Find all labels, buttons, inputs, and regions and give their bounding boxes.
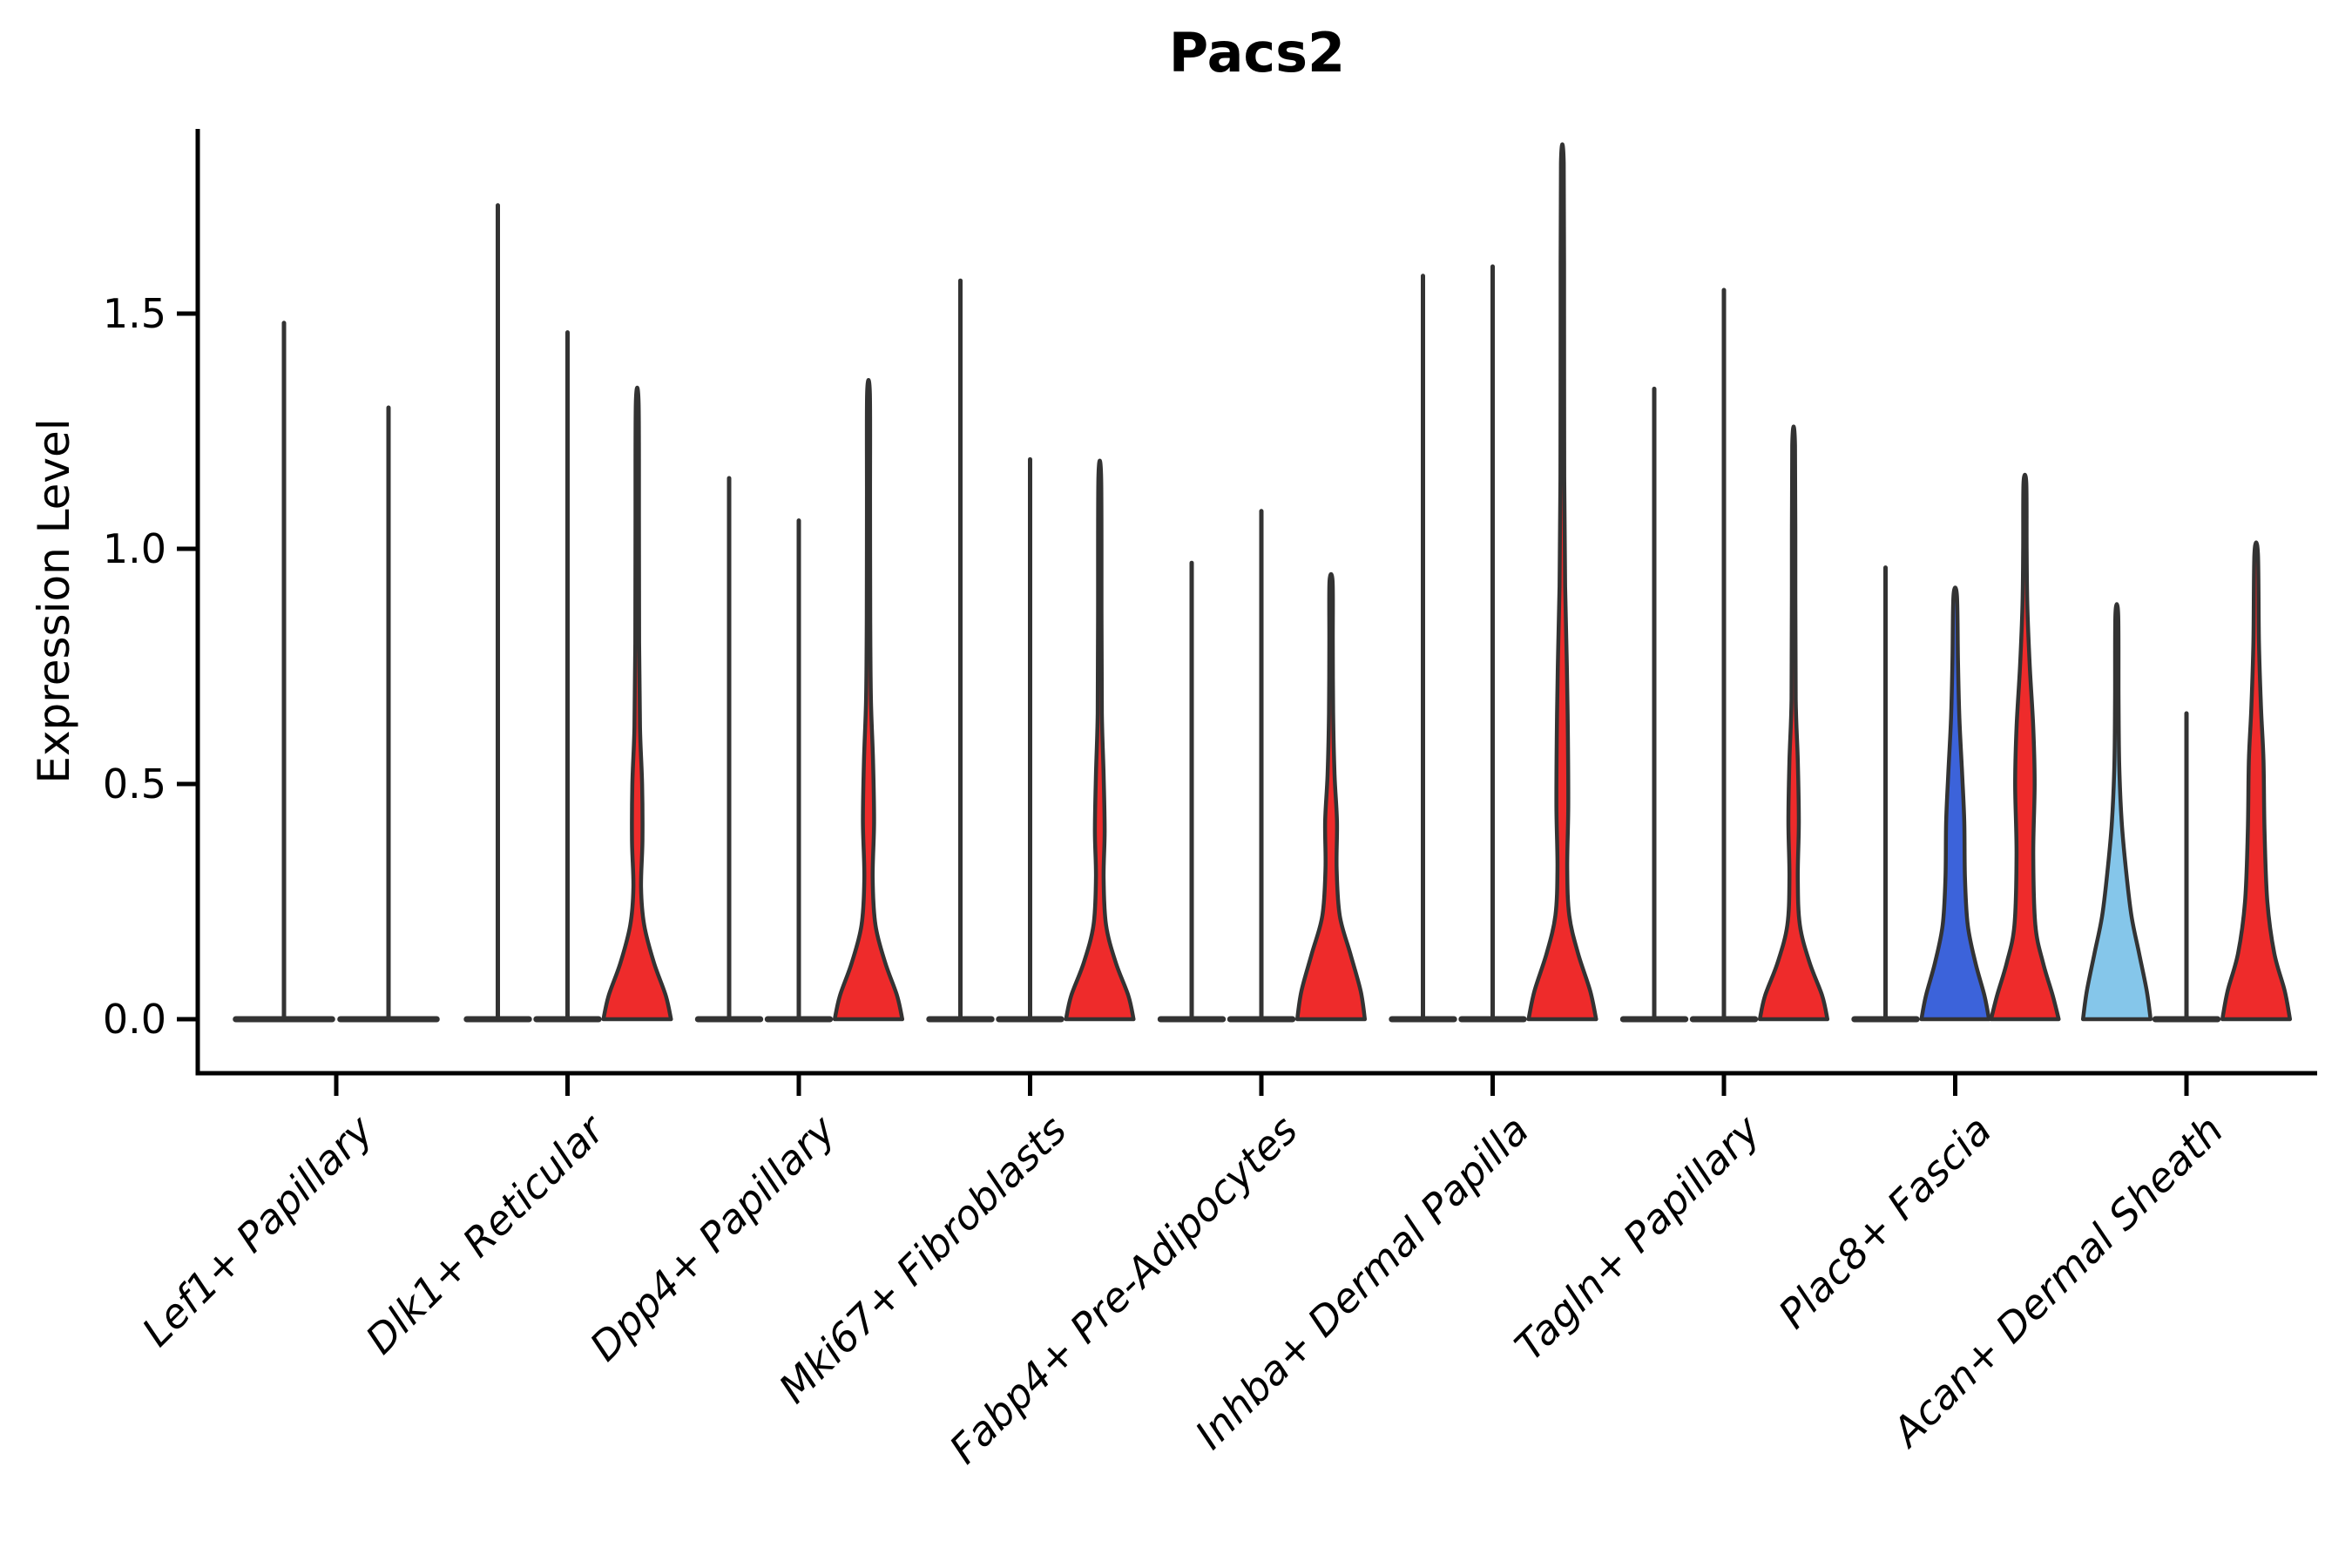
violin-blue <box>1919 585 1991 1022</box>
y-axis-label: Expression Level <box>29 418 79 784</box>
y-tick-label: 1.5 <box>102 290 166 337</box>
violin-red <box>1294 571 1368 1022</box>
violin-red <box>832 378 905 1022</box>
violin-red <box>1526 142 1598 1022</box>
y-tick-label: 1.0 <box>102 525 166 572</box>
violin-red <box>1064 458 1136 1022</box>
violin-red <box>2220 540 2293 1022</box>
violin-red <box>601 385 673 1022</box>
y-tick-label: 0.0 <box>102 996 166 1043</box>
chart-title: Pacs2 <box>1168 21 1346 84</box>
y-tick-label: 0.5 <box>102 760 166 808</box>
violin-red <box>1757 424 1830 1022</box>
violin-red <box>1989 472 2061 1022</box>
violin-lightblue <box>2080 602 2153 1022</box>
